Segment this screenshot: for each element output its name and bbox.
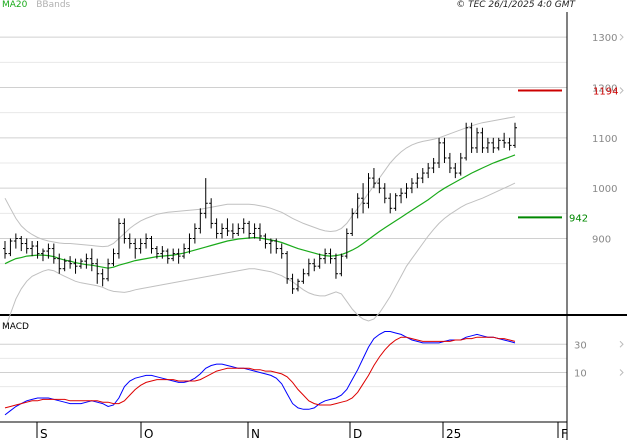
ma20-line: [4, 154, 516, 269]
scale-arrow: [619, 33, 624, 41]
legend-bbands: BBands: [36, 0, 71, 10]
copyright: © TEC 26/1/2025 4:0 GMT: [456, 0, 575, 10]
macd-title: MACD: [2, 322, 29, 332]
x-tick-label: 25: [446, 427, 461, 440]
legend-ma20: MA20: [2, 0, 28, 10]
signal-line: [4, 336, 516, 409]
x-tick-label: D: [353, 427, 362, 440]
x-tick-label: F: [561, 427, 568, 440]
macd-y-tick-label: 10: [574, 369, 587, 380]
macd-y-tick-label: 30: [574, 340, 587, 351]
y-tick-label: 1000: [592, 184, 617, 195]
legend: MA20 BBands: [2, 0, 76, 10]
support-level-label: 942: [569, 213, 588, 224]
x-tick-label: S: [40, 427, 48, 440]
macd-scale-arrow: [619, 340, 624, 348]
x-tick-label: O: [144, 427, 153, 440]
bband-upper-line: [4, 116, 516, 248]
y-tick-label: 1300: [592, 33, 617, 44]
x-tick-label: N: [251, 427, 260, 440]
y-tick-label: 900: [592, 235, 611, 246]
macd-scale-arrow: [619, 369, 624, 376]
resistance-level-label: 1194: [593, 87, 618, 98]
scale-arrow: [619, 87, 624, 94]
y-tick-label: 1200: [592, 84, 617, 95]
bband-lower-line: [4, 182, 516, 330]
y-tick-label: 1100: [592, 134, 617, 145]
